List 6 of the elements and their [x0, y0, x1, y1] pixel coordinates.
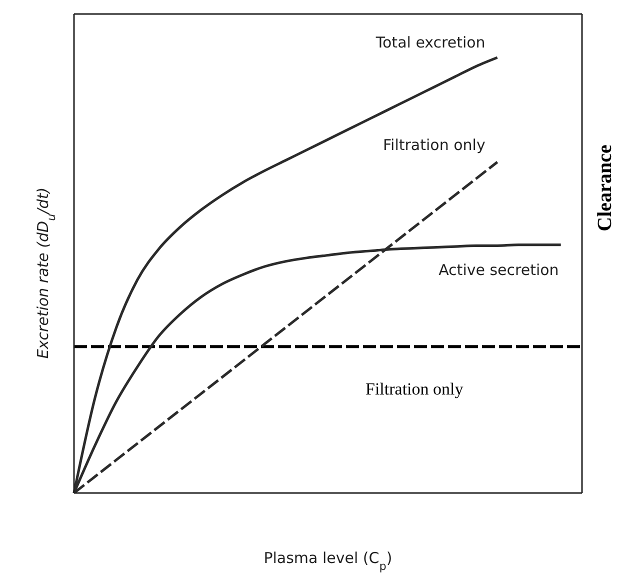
series-label: Active secretion: [438, 260, 559, 279]
series-label: Filtration only: [382, 136, 486, 154]
x-axis-title: Plasma level (C$_{p}$): [264, 549, 392, 572]
y2-axis-title: Clearance: [594, 144, 616, 232]
series-label: Total excretion: [374, 34, 486, 52]
ref-line-label: Filtration only: [365, 380, 464, 399]
